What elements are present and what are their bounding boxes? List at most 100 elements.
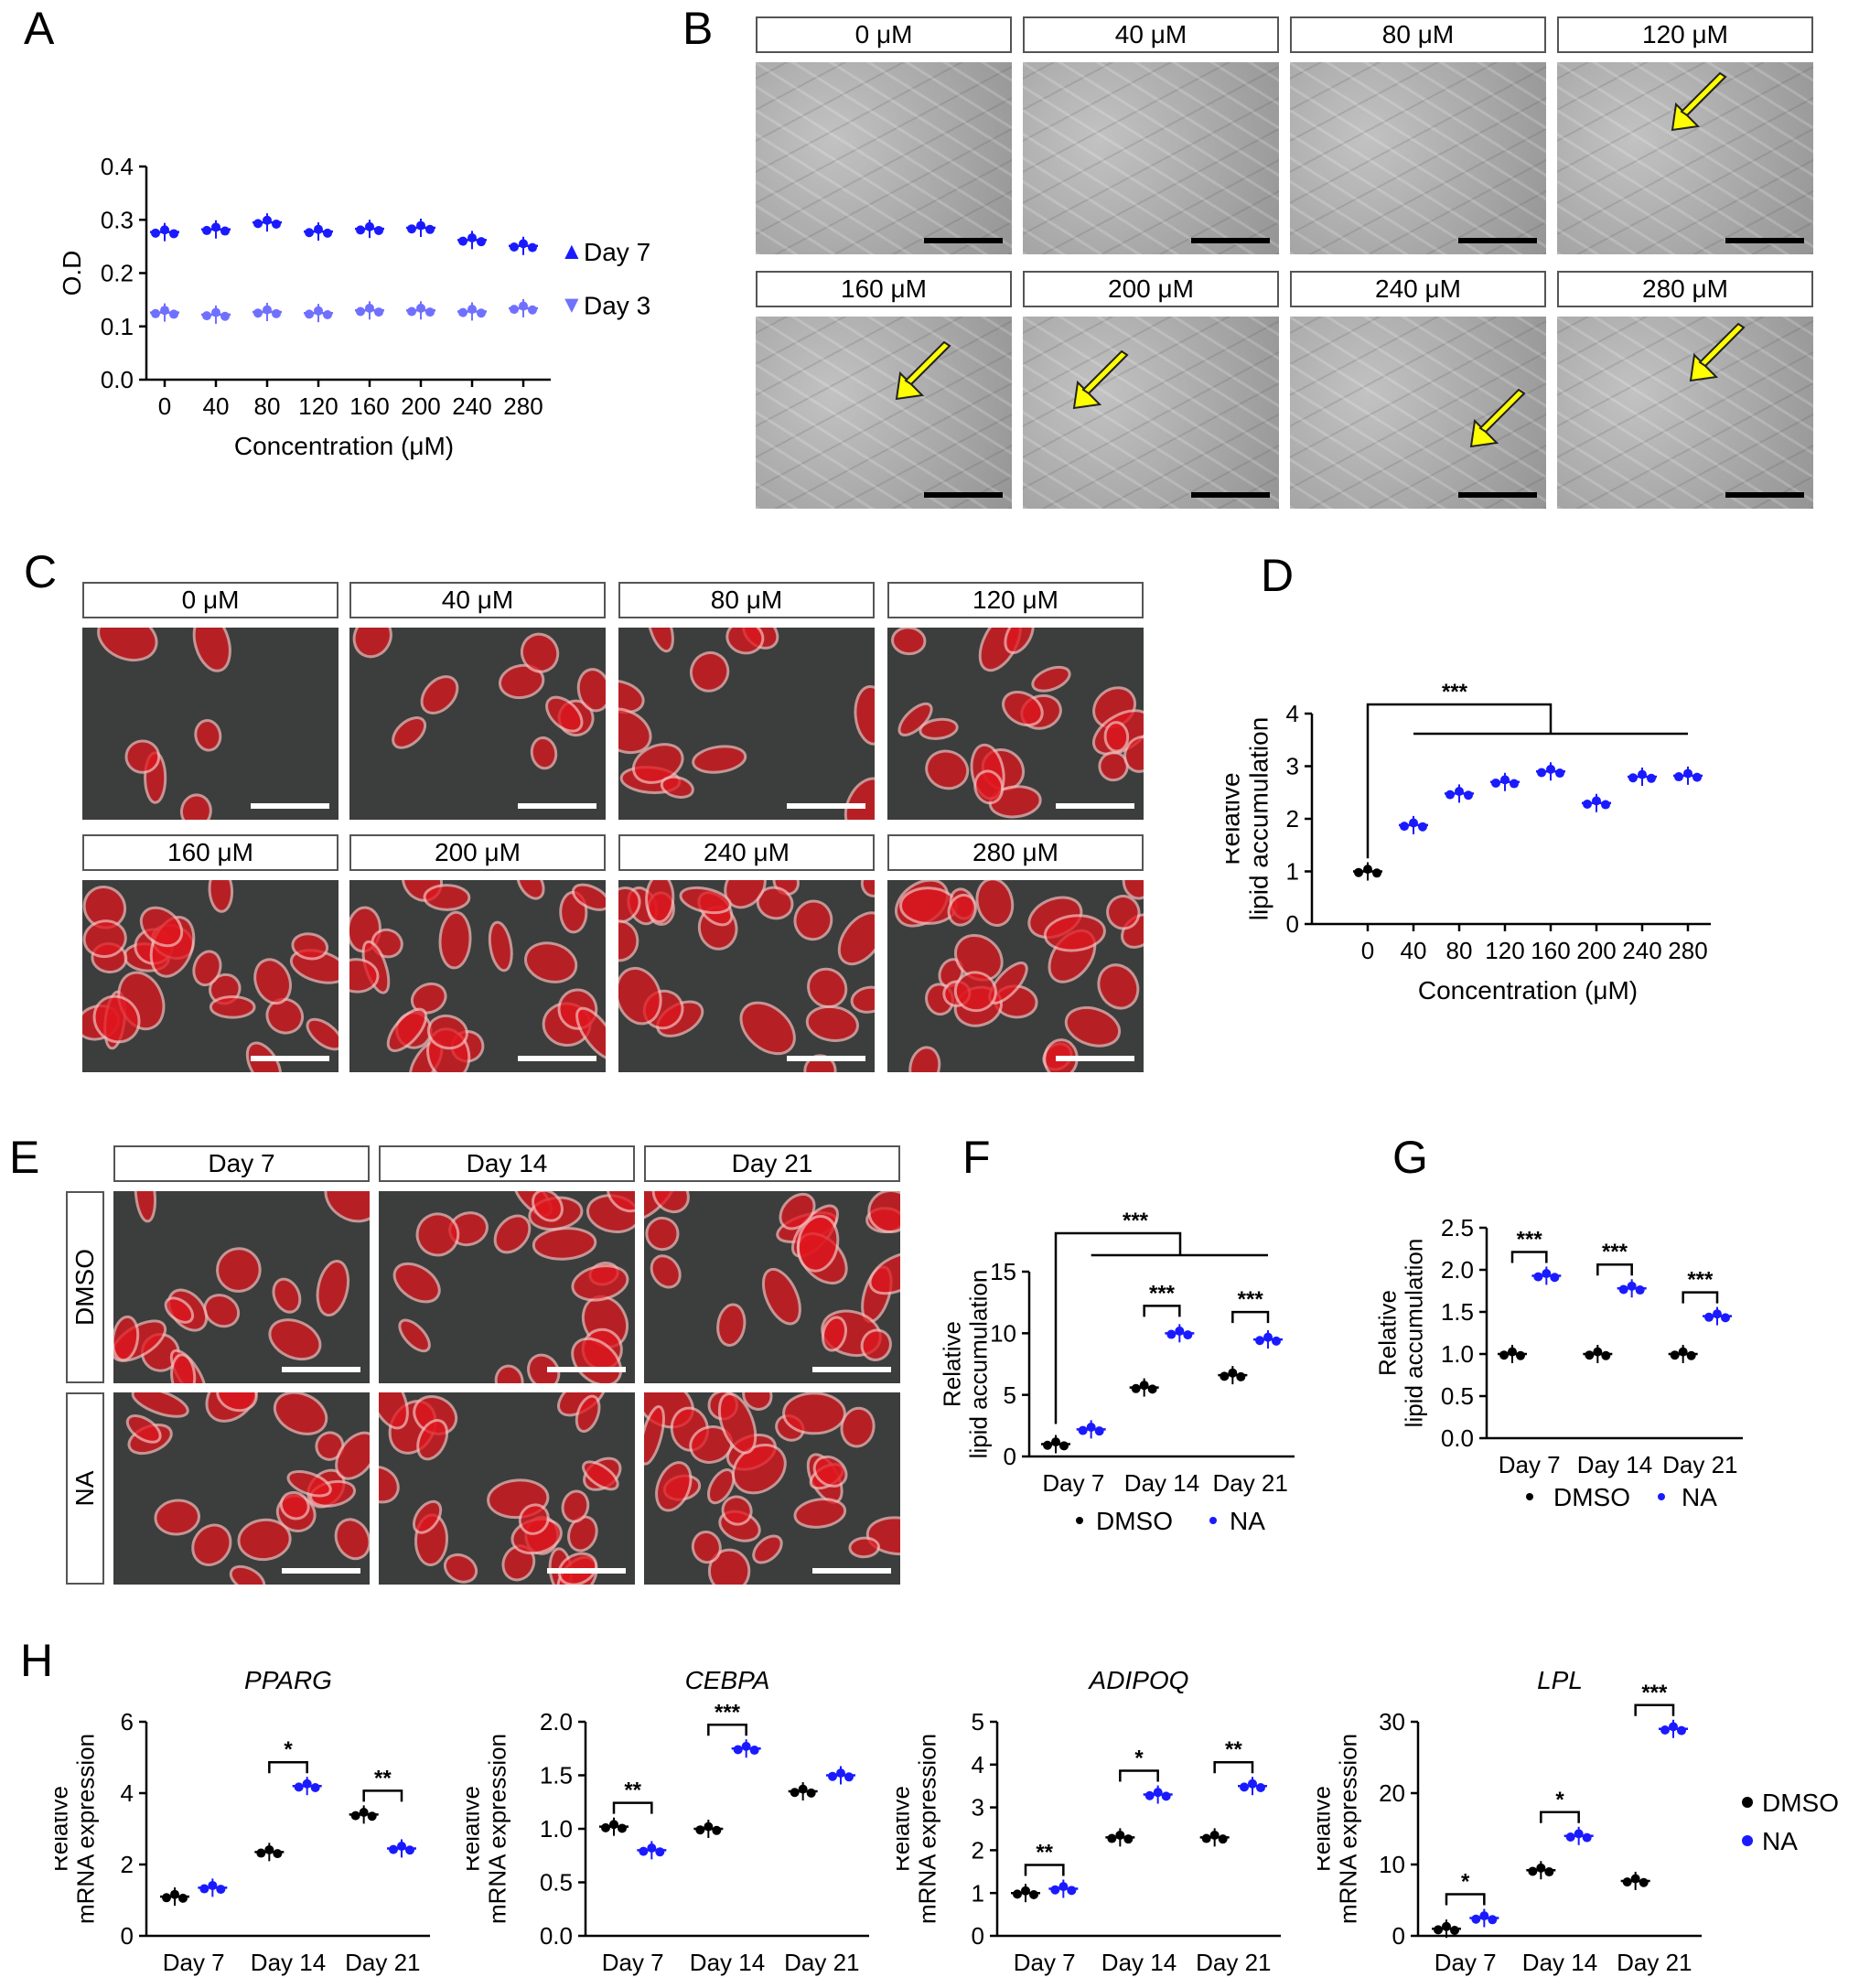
y-tick-label: 0	[972, 1922, 984, 1950]
label-day21: Day 21	[644, 1145, 900, 1182]
data-point-day3	[374, 307, 383, 317]
significance-label: **	[374, 1766, 392, 1790]
legend-label-na: NA	[1762, 1827, 1798, 1855]
label-40um: 40 μM	[1023, 16, 1279, 53]
data-point-day7	[528, 242, 537, 253]
x-tick-label: 240	[452, 392, 491, 420]
x-tick-label: Day 14	[1577, 1451, 1652, 1478]
x-tick-label: Day 7	[1435, 1949, 1497, 1976]
data-point-na	[1550, 1273, 1560, 1283]
data-point-dmso	[1450, 1926, 1459, 1935]
chart-h-pparg: 0 2 4 6 Day 7 Day 14 * Day 21 ** PPARG RelativemRN…	[55, 1666, 430, 1976]
y-tick-label: 0.0	[1441, 1424, 1474, 1452]
y-tick-label: 5	[972, 1708, 984, 1735]
y-tick-label: 2.5	[1441, 1214, 1474, 1241]
panel-label-b: B	[682, 3, 714, 54]
significance-bracket	[1231, 1310, 1270, 1324]
data-point-na	[655, 1847, 665, 1857]
data-point-day3	[169, 309, 178, 319]
lipid-droplets	[891, 628, 1144, 819]
micrograph-40um	[1023, 62, 1279, 254]
y-tick-label: 0	[121, 1922, 134, 1950]
label-160um: 160 μM	[82, 834, 338, 871]
legend-marker-na	[1658, 1493, 1665, 1500]
label-240um: 240 μM	[618, 834, 875, 871]
lipid-droplets	[644, 1392, 900, 1585]
y-tick-label: 4	[972, 1751, 984, 1778]
significance-bracket	[1054, 1231, 1182, 1424]
y-tick-label: 2.0	[540, 1708, 573, 1735]
legend-marker-dmso	[1742, 1797, 1753, 1808]
legend-marker: ▲	[560, 237, 584, 264]
legend-marker-dmso	[1076, 1517, 1083, 1524]
x-tick-label: 280	[1668, 937, 1707, 964]
x-tick-label: 200	[1576, 937, 1616, 964]
y-axis-label: Relativelipid accumulation	[942, 1270, 992, 1459]
y-tick-label: 20	[1379, 1779, 1405, 1807]
significance-bracket	[1024, 1864, 1065, 1876]
y-axis-label: Relativelipid accumulation	[1226, 717, 1273, 921]
chart-h-lpl: 0 10 20 30 Day 7 * Day 14 * Day 21 *** LPL Relative…	[1317, 1666, 1839, 1976]
data-point-na	[1161, 1791, 1171, 1801]
chart-h-adipoq: 0 1 2 3 4 5 Day 7 ** Day 14 * Day 21 ** ADIPOQ Relati…	[897, 1666, 1281, 1976]
y-tick-label: 0.0	[540, 1922, 573, 1950]
label-120um: 120 μM	[1557, 16, 1813, 53]
y-tick-label: 1.0	[1441, 1340, 1474, 1368]
data-point-day7	[272, 219, 281, 229]
significance-bracket	[707, 1724, 747, 1736]
data-point-na	[1256, 1783, 1265, 1792]
y-tick-label: 4	[121, 1779, 134, 1807]
lipid-droplets	[113, 1191, 370, 1383]
significance-label: ***	[1238, 1287, 1264, 1312]
data-point-dmso	[1686, 1350, 1696, 1360]
x-tick-label: 120	[298, 392, 338, 420]
significance-label: ***	[1149, 1281, 1176, 1306]
significance-bracket	[1540, 1811, 1580, 1823]
significance-label: *	[1555, 1788, 1564, 1812]
significance-bracket	[1366, 703, 1553, 859]
x-tick-label: 0	[158, 392, 171, 420]
yellow-arrow-icon	[1671, 71, 1727, 132]
stained-na-day7	[113, 1392, 370, 1585]
stained-micrograph-120um	[887, 628, 1144, 820]
chart-f: 0 5 10 15 Day 7 Day 14 Day 21 Relativelipid acc…	[942, 1209, 1295, 1535]
label-240um: 240 μM	[1290, 271, 1546, 307]
x-tick-label: 80	[254, 392, 281, 420]
data-point	[1692, 772, 1702, 782]
lipid-droplets	[644, 1191, 900, 1361]
legend-marker-na	[1209, 1517, 1217, 1524]
lipid-droplets	[349, 880, 606, 1072]
y-tick-label: 10	[1379, 1851, 1405, 1878]
data-point-dmso	[273, 1849, 283, 1859]
significance-label: **	[1225, 1737, 1242, 1762]
panel-label-h: H	[20, 1635, 54, 1686]
chart-g: 0.0 0.5 1.0 1.5 2.0 2.5 Day 7 *** Day 14 *** Day 2…	[1374, 1214, 1743, 1511]
data-point-dmso	[1544, 1867, 1554, 1877]
micrograph-120um	[1557, 62, 1813, 254]
stained-na-day21	[644, 1392, 900, 1585]
data-point-na	[1272, 1336, 1281, 1346]
chart-title: CEBPA	[685, 1666, 770, 1694]
lipid-droplets	[125, 1392, 370, 1585]
significance-bracket	[1596, 1263, 1633, 1276]
significance-label: ***	[1687, 1268, 1714, 1293]
stained-micrograph-200um	[349, 880, 606, 1072]
y-tick-label: 0.5	[1441, 1382, 1474, 1410]
y-tick-label: 1	[1286, 858, 1299, 886]
label-280um: 280 μM	[1557, 271, 1813, 307]
y-tick-label: 3	[972, 1794, 984, 1821]
y-axis-label: RelativemRNA expression	[897, 1734, 940, 1924]
legend-marker-dmso	[1526, 1493, 1533, 1500]
legend-marker-na	[1742, 1835, 1753, 1846]
lipid-droplets	[895, 880, 1144, 1072]
x-tick-label: 160	[1531, 937, 1570, 964]
data-point-na	[1488, 1915, 1498, 1925]
data-point-na	[1721, 1313, 1730, 1323]
y-tick-label: 0	[1286, 910, 1299, 938]
stained-dmso-day14	[379, 1191, 635, 1383]
y-tick-label: 0.0	[101, 366, 134, 393]
panel-label-f: F	[962, 1132, 991, 1183]
data-point	[1510, 779, 1519, 789]
panel-label-a: A	[24, 3, 55, 54]
data-point	[1647, 773, 1656, 783]
